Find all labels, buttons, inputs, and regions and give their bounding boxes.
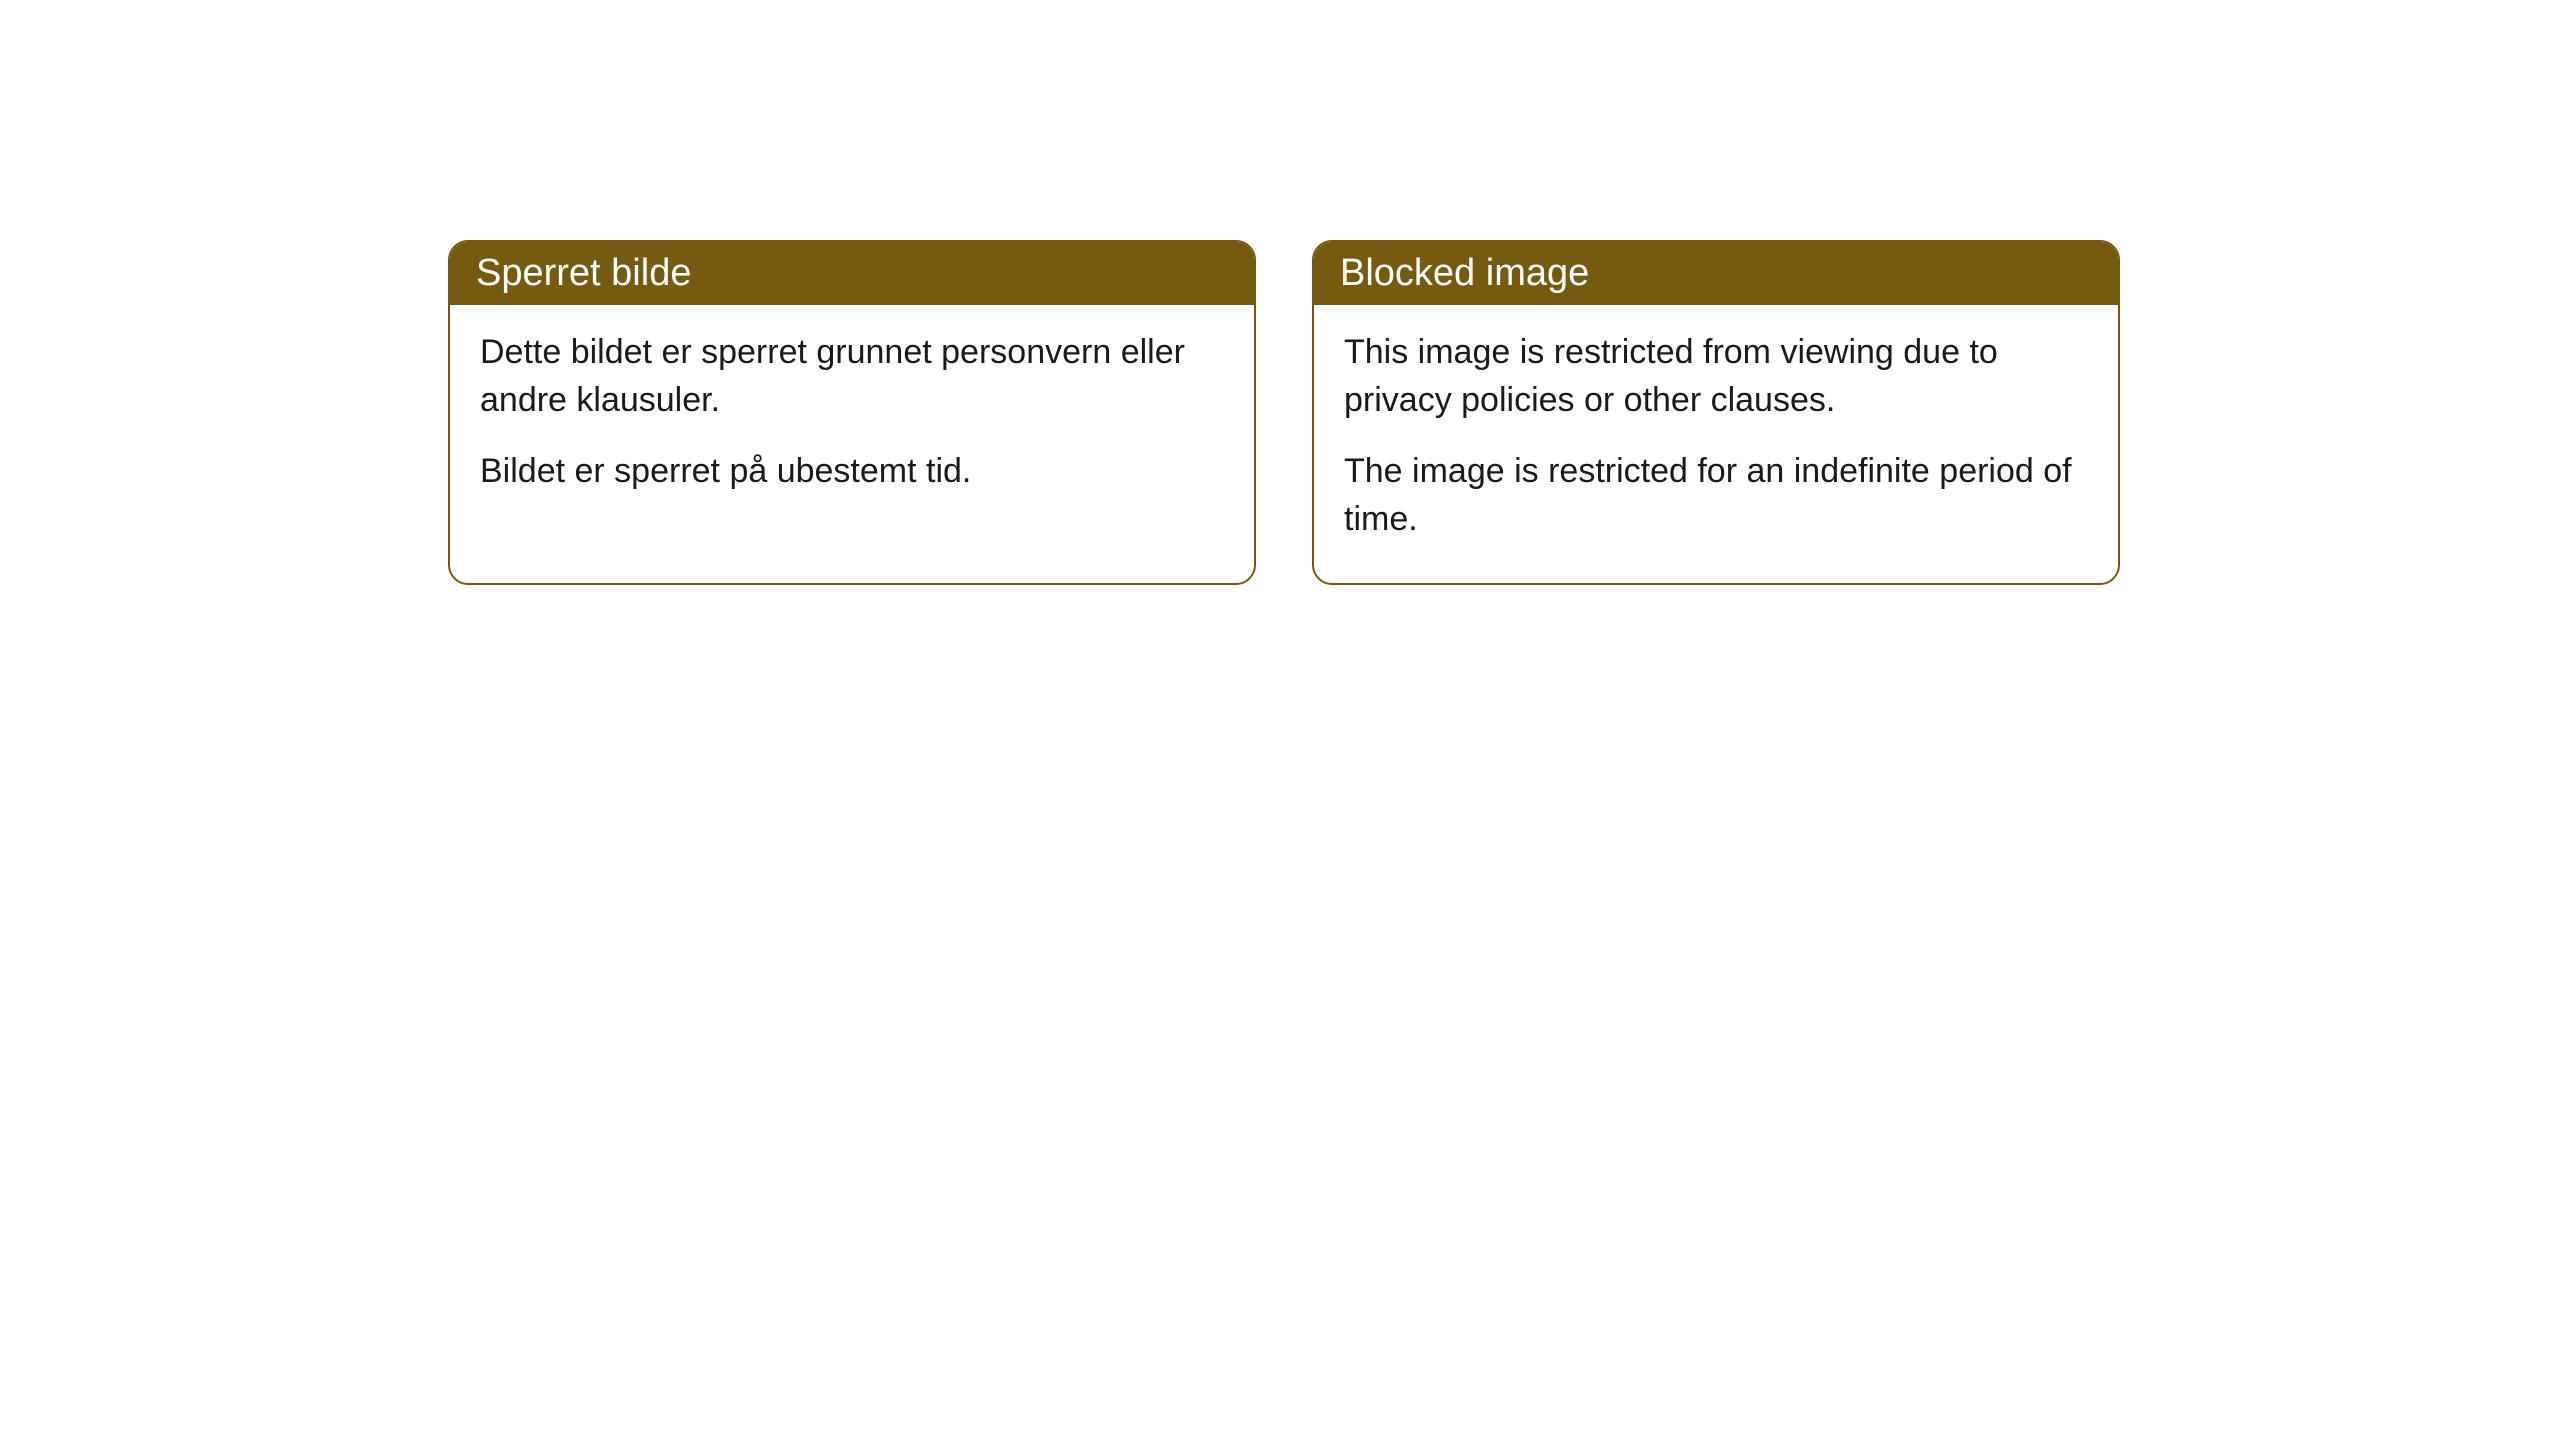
card-paragraph-english-1: This image is restricted from viewing du… [1344,329,2088,424]
blocked-image-card-norwegian: Sperret bilde Dette bildet er sperret gr… [448,240,1256,585]
cards-container: Sperret bilde Dette bildet er sperret gr… [448,240,2120,585]
card-title-english: Blocked image [1340,252,1589,294]
blocked-image-card-english: Blocked image This image is restricted f… [1312,240,2120,585]
card-paragraph-norwegian-1: Dette bildet er sperret grunnet personve… [480,329,1224,424]
card-header-norwegian: Sperret bilde [450,242,1254,305]
card-title-norwegian: Sperret bilde [476,252,691,294]
card-body-norwegian: Dette bildet er sperret grunnet personve… [450,305,1254,536]
card-paragraph-english-2: The image is restricted for an indefinit… [1344,448,2088,543]
card-header-english: Blocked image [1314,242,2118,305]
card-body-english: This image is restricted from viewing du… [1314,305,2118,583]
card-paragraph-norwegian-2: Bildet er sperret på ubestemt tid. [480,448,1224,496]
